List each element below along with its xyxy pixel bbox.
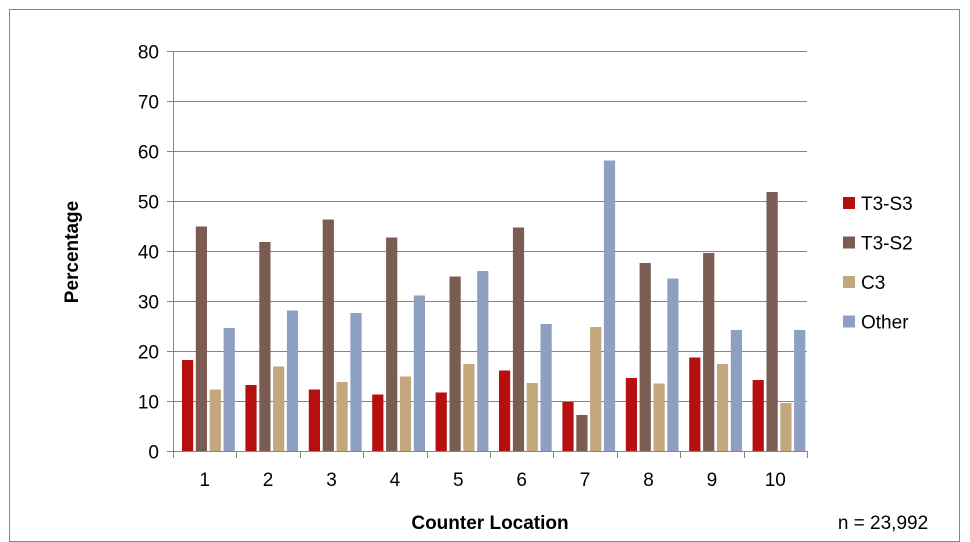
bar-other-10 [794, 330, 805, 451]
bar-t3-s2-6 [513, 228, 524, 452]
bar-c3-1 [210, 390, 221, 452]
bar-t3-s2-2 [259, 242, 270, 451]
bar-t3-s2-4 [386, 238, 397, 452]
legend-label: C3 [861, 273, 885, 294]
x-tick-label: 5 [453, 470, 464, 491]
legend-swatch [843, 197, 855, 209]
bar-t3-s2-1 [196, 227, 207, 452]
bar-c3-3 [337, 382, 348, 451]
bar-t3-s3-5 [436, 393, 447, 452]
y-axis-title: Percentage [62, 201, 83, 303]
legend-label: Other [861, 313, 909, 334]
bar-c3-9 [717, 364, 728, 451]
y-tick-label: 70 [138, 93, 159, 114]
bar-t3-s2-9 [703, 253, 714, 451]
bar-c3-7 [590, 327, 601, 451]
y-tick-label: 80 [138, 43, 159, 64]
bar-t3-s2-8 [640, 263, 651, 451]
bar-c3-6 [527, 383, 538, 451]
bar-other-2 [287, 311, 298, 452]
legend-swatch [843, 316, 855, 328]
bar-other-6 [541, 324, 552, 451]
bar-t3-s3-3 [309, 390, 320, 452]
y-tick-label: 10 [138, 393, 159, 414]
y-tick-label: 30 [138, 293, 159, 314]
bar-other-8 [667, 279, 678, 452]
bar-t3-s3-4 [372, 395, 383, 452]
bar-c3-5 [463, 364, 474, 451]
bar-c3-4 [400, 377, 411, 452]
bar-t3-s3-7 [562, 402, 573, 451]
x-tick-label: 2 [263, 470, 274, 491]
y-tick-label: 50 [138, 193, 159, 214]
x-tick-label: 1 [199, 470, 210, 491]
bar-t3-s2-5 [450, 277, 461, 452]
y-tick-label: 20 [138, 343, 159, 364]
x-tick-label: 3 [326, 470, 337, 491]
x-tick-label: 7 [580, 470, 591, 491]
x-tick-label: 6 [516, 470, 527, 491]
x-tick-label: 9 [707, 470, 718, 491]
y-tick-label: 0 [148, 443, 159, 464]
bar-t3-s3-10 [753, 380, 764, 451]
bar-t3-s3-6 [499, 371, 510, 452]
bar-t3-s2-3 [323, 220, 334, 452]
y-tick-label: 60 [138, 143, 159, 164]
bar-t3-s3-8 [626, 378, 637, 451]
legend-label: T3-S3 [861, 194, 913, 215]
bar-other-1 [224, 328, 235, 451]
sample-size-note: n = 23,992 [838, 513, 928, 534]
bar-t3-s3-9 [689, 358, 700, 452]
bar-other-7 [604, 161, 615, 452]
bar-c3-8 [654, 384, 665, 452]
bar-other-4 [414, 296, 425, 452]
legend-swatch [843, 276, 855, 288]
bar-other-9 [731, 330, 742, 451]
bar-t3-s2-7 [576, 415, 587, 451]
legend-swatch [843, 237, 855, 249]
bar-t3-s3-2 [245, 385, 256, 451]
bar-c3-10 [780, 403, 791, 451]
bar-other-3 [350, 313, 361, 451]
y-tick-label: 40 [138, 243, 159, 264]
x-tick-label: 10 [765, 470, 786, 491]
bar-t3-s2-10 [767, 192, 778, 451]
legend-label: T3-S2 [861, 234, 913, 255]
x-tick-label: 4 [390, 470, 401, 491]
bar-other-5 [477, 271, 488, 451]
bar-t3-s3-1 [182, 360, 193, 451]
bar-c3-2 [273, 367, 284, 452]
x-axis-title: Counter Location [411, 513, 568, 534]
x-tick-label: 8 [643, 470, 654, 491]
